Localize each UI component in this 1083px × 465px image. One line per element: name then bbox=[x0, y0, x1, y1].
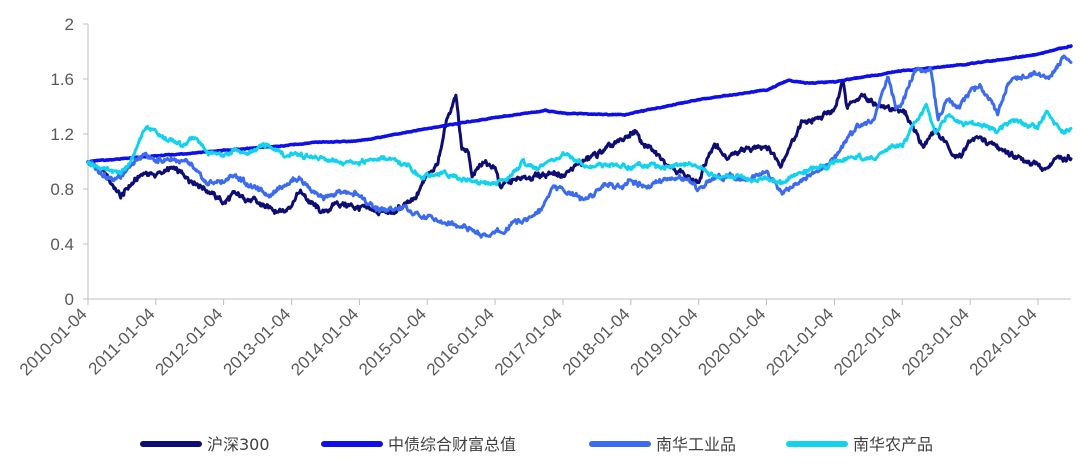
legend-label-3: 南华工业品 bbox=[656, 435, 736, 454]
y-tick-label: 0.8 bbox=[50, 180, 74, 199]
x-tick-label: 2021-01-04 bbox=[762, 304, 837, 379]
y-tick-label: 1.6 bbox=[50, 70, 74, 89]
y-tick-label: 2 bbox=[65, 15, 74, 34]
x-tick-label: 2016-01-04 bbox=[423, 304, 498, 379]
series-line-4 bbox=[86, 102, 1073, 187]
x-tick-label: 2018-01-04 bbox=[559, 304, 634, 379]
x-tick-label: 2017-01-04 bbox=[491, 304, 566, 379]
x-tick-label: 2023-01-04 bbox=[898, 304, 973, 379]
x-tick-label: 2024-01-04 bbox=[966, 304, 1041, 379]
series-layer bbox=[86, 44, 1073, 239]
legend-label-4: 南华农产品 bbox=[853, 435, 933, 454]
series-line-2 bbox=[86, 44, 1073, 164]
series-line-3 bbox=[86, 54, 1073, 239]
x-tick-label: 2012-01-04 bbox=[152, 304, 227, 379]
x-tick-label: 2019-01-04 bbox=[627, 304, 702, 379]
x-tick-label: 2022-01-04 bbox=[830, 304, 905, 379]
x-tick-label: 2013-01-04 bbox=[220, 304, 295, 379]
x-tick-label: 2015-01-04 bbox=[355, 304, 430, 379]
legend-label-2: 中债综合财富总值 bbox=[388, 435, 516, 454]
chart-legend: 沪深300 中债综合财富总值 南华工业品 南华农产品 bbox=[140, 435, 933, 454]
y-tick-label: 0 bbox=[65, 290, 74, 309]
x-tick-label: 2010-01-04 bbox=[16, 304, 91, 379]
y-tick-label: 0.4 bbox=[50, 235, 74, 254]
x-tick-label: 2011-01-04 bbox=[85, 304, 159, 378]
y-tick-label: 1.2 bbox=[50, 125, 74, 144]
x-tick-label: 2020-01-04 bbox=[694, 304, 769, 379]
legend-label-1: 沪深300 bbox=[207, 435, 270, 454]
x-tick-label: 2014-01-04 bbox=[287, 304, 362, 379]
